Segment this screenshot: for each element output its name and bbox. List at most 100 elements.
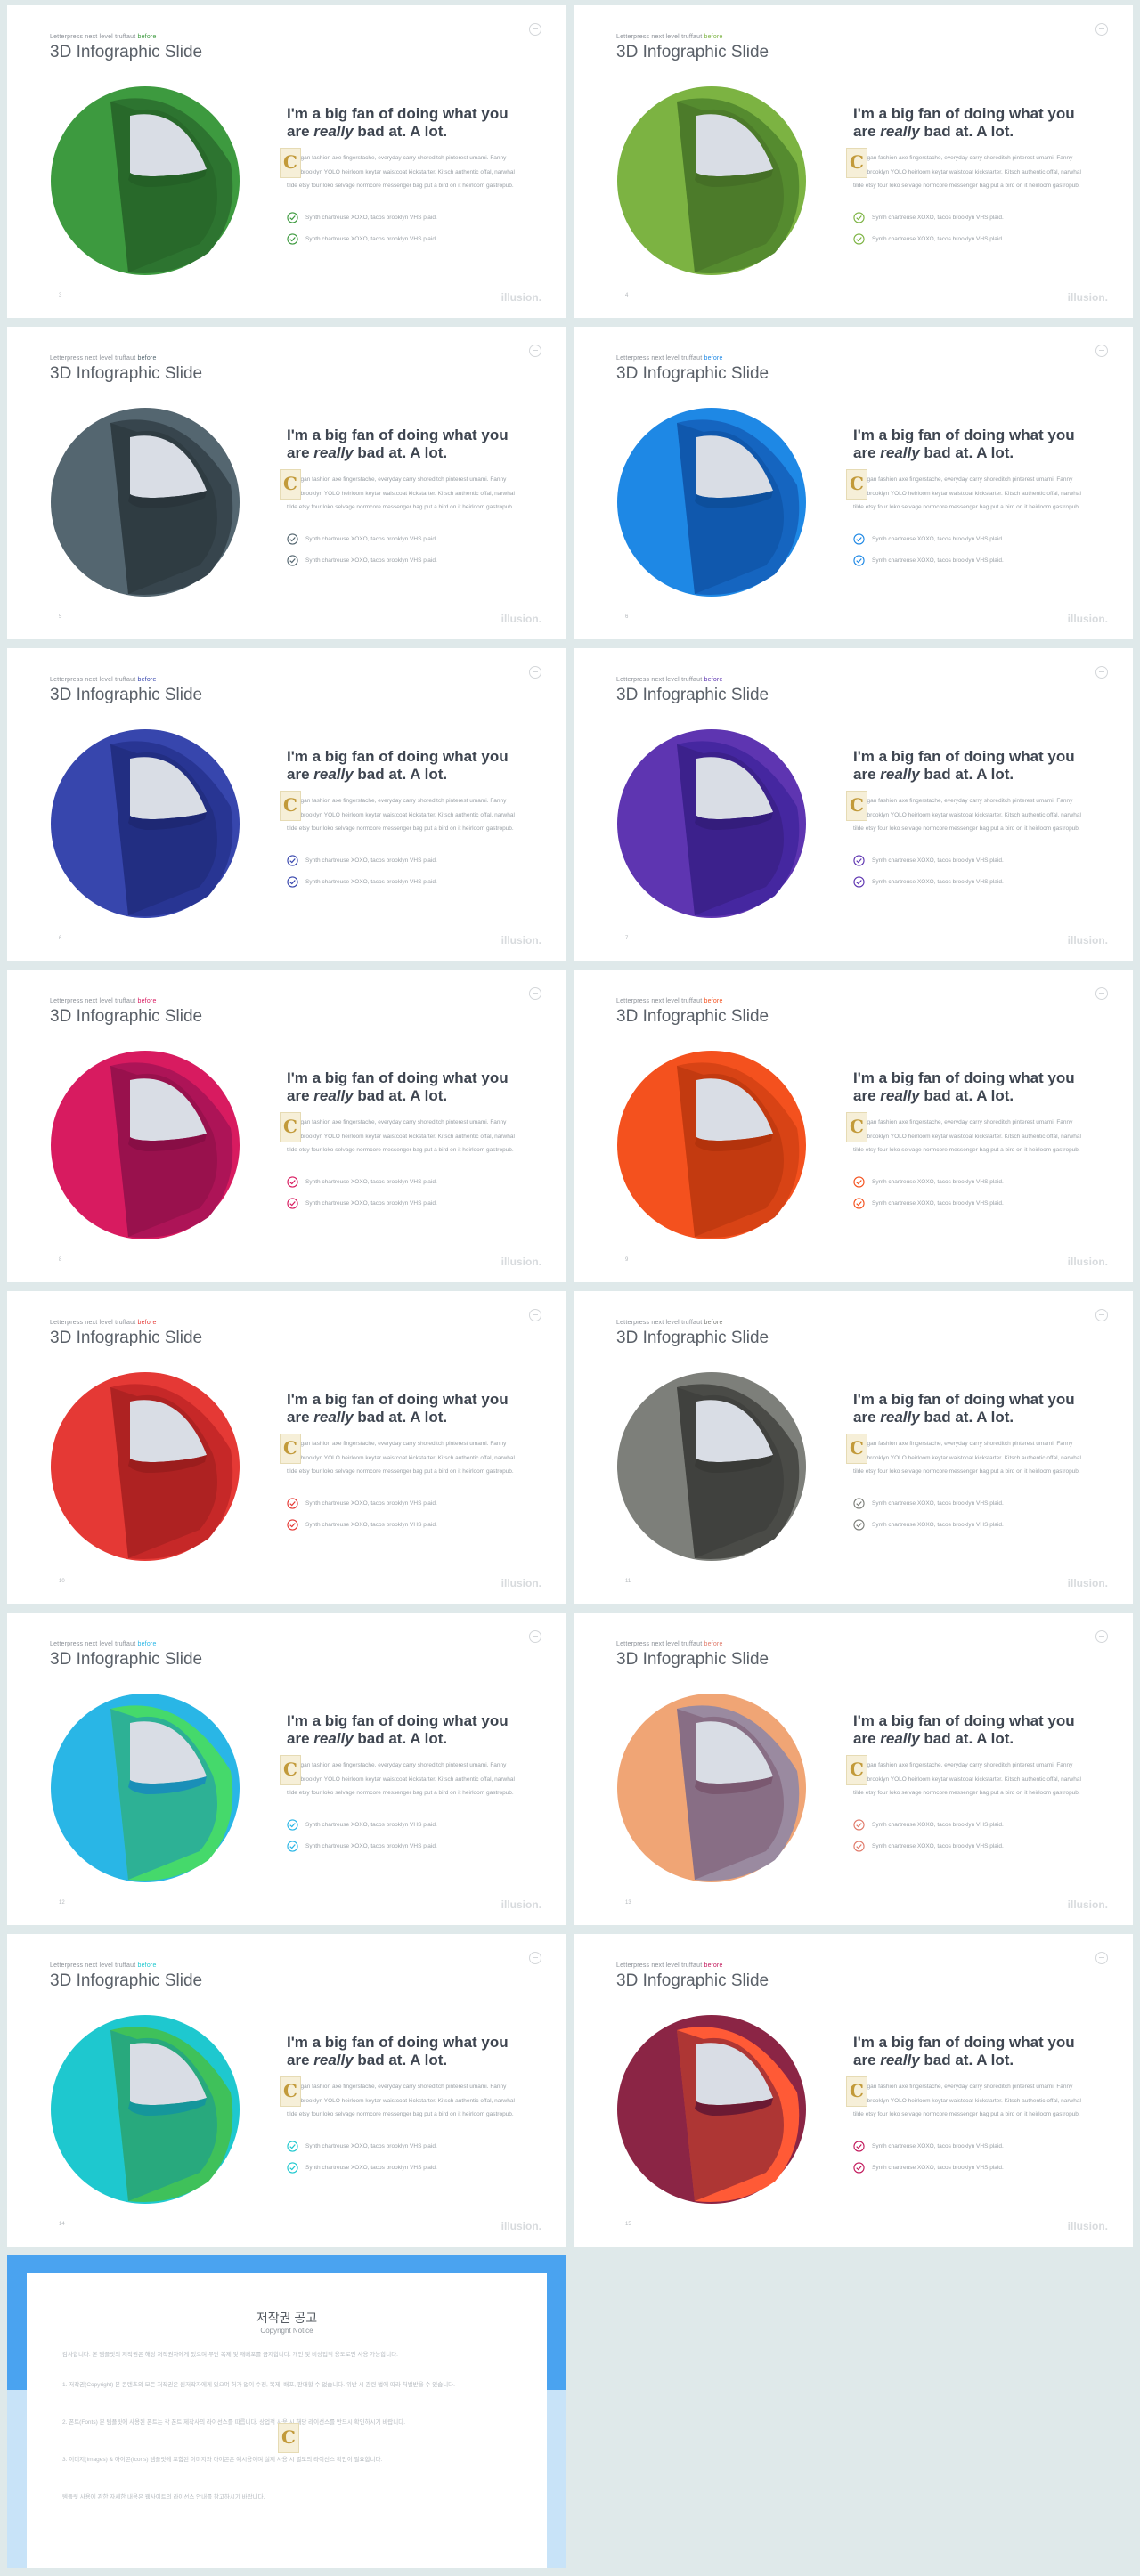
slide-title: 3D Infographic Slide [50,686,203,704]
headline-emphasis: really [880,123,920,140]
minus-circle-icon [529,345,542,357]
slide-title: 3D Infographic Slide [616,43,770,61]
watermark-badge-letter: C [283,151,297,173]
check-circle-icon [287,1841,298,1852]
3d-sphere-graphic [617,1051,806,1239]
page-number: 14 [59,2222,65,2227]
kicker-text: Letterpress next level truffaut [50,1962,136,1969]
headline-rest: bad at. A lot. [919,444,1014,461]
3d-sphere-graphic [51,408,240,597]
minus-circle-icon [529,1630,542,1643]
slide-kicker: Letterpress next level truffaut before [50,355,157,362]
kicker-highlight: before [137,1320,157,1326]
slide-card[interactable]: Letterpress next level truffaut before 3… [7,1291,566,1604]
headline-rest: bad at. A lot. [353,766,448,783]
headline-rest: bad at. A lot. [919,766,1014,783]
check-item-text: Synth chartreuse XOXO, tacos brooklyn VH… [872,1200,1004,1207]
check-item: Synth chartreuse XOXO, tacos brooklyn VH… [287,855,437,866]
watermark-badge-letter: C [283,794,297,816]
kicker-highlight: before [137,355,157,362]
kicker-text: Letterpress next level truffaut [616,677,703,683]
headline-rest: bad at. A lot. [919,123,1014,140]
3d-sphere-graphic [51,86,240,275]
kicker-highlight: before [704,677,723,683]
slide-body-text: Cardigan fashion axe fingerstache, every… [853,476,1081,510]
sphere-core-edge [128,491,207,508]
slide-card[interactable]: Letterpress next level truffaut before 3… [7,1613,566,1925]
check-circle-icon [853,533,865,545]
minus-circle-icon [1095,1630,1108,1643]
watermark-badge: C [846,148,867,178]
sphere-core-edge [695,2098,773,2116]
check-circle-icon [287,1198,298,1209]
headline-line1: I'm a big fan of doing what you [853,1069,1075,1086]
check-item-text: Synth chartreuse XOXO, tacos brooklyn VH… [872,557,1004,564]
slide-card[interactable]: Letterpress next level truffaut before 3… [574,327,1133,639]
watermark-badge-letter: C [283,1759,297,1780]
kicker-text: Letterpress next level truffaut [616,1641,703,1647]
slide-title: 3D Infographic Slide [616,1971,770,1990]
slide-kicker: Letterpress next level truffaut before [616,998,723,1004]
headline-are: are [853,766,881,783]
slide-card[interactable]: Letterpress next level truffaut before 3… [7,970,566,1282]
slide-card[interactable]: Letterpress next level truffaut before 3… [574,1613,1133,1925]
check-item-text: Synth chartreuse XOXO, tacos brooklyn VH… [872,1822,1004,1828]
slide-headline: I'm a big fan of doing what you are real… [287,1391,527,1426]
slide-card[interactable]: Letterpress next level truffaut before 3… [574,1291,1133,1604]
minus-circle-icon [1095,1309,1108,1321]
kicker-text: Letterpress next level truffaut [50,355,136,362]
check-item: Synth chartreuse XOXO, tacos brooklyn VH… [853,2162,1004,2174]
slide-card[interactable]: Letterpress next level truffaut before 3… [574,648,1133,961]
slide-card[interactable]: Letterpress next level truffaut before 3… [574,970,1133,1282]
sphere-core-edge [695,1455,773,1473]
headline-are: are [287,1087,314,1104]
slide-kicker: Letterpress next level truffaut before [616,355,723,362]
sphere-core [130,757,207,819]
3d-sphere-graphic [617,86,806,275]
headline-are: are [287,444,314,461]
slide-kicker: Letterpress next level truffaut before [50,34,157,40]
sphere-core [130,1078,207,1141]
copyright-paragraph: 2. 폰트(Fonts) 본 템플릿에 사용된 폰트는 각 폰트 제작사의 라이… [62,2419,406,2426]
headline-line1: I'm a big fan of doing what you [287,105,509,122]
headline-emphasis: really [880,1730,920,1747]
check-item-text: Synth chartreuse XOXO, tacos brooklyn VH… [305,1179,437,1185]
headline-line1: I'm a big fan of doing what you [287,1712,509,1729]
check-item: Synth chartreuse XOXO, tacos brooklyn VH… [287,212,437,223]
kicker-highlight: before [704,1962,723,1969]
slide-headline: I'm a big fan of doing what you are real… [853,2034,1094,2069]
headline-line1: I'm a big fan of doing what you [287,748,509,765]
check-item: Synth chartreuse XOXO, tacos brooklyn VH… [287,2162,437,2174]
headline-emphasis: really [880,1409,920,1426]
slide-body-text: Cardigan fashion axe fingerstache, every… [853,798,1081,832]
headline-line1: I'm a big fan of doing what you [287,2034,509,2051]
check-item: Synth chartreuse XOXO, tacos brooklyn VH… [287,1841,437,1852]
copyright-slide: 저작권 공고 Copyright Notice 감사합니다. 본 템플릿의 저작… [7,2255,566,2568]
watermark-badge-letter: C [850,2080,864,2101]
page-number: 8 [59,1257,62,1263]
slide-card[interactable]: Letterpress next level truffaut before 3… [7,1934,566,2247]
minus-circle-icon [1095,23,1108,36]
slide-card[interactable]: Letterpress next level truffaut before 3… [7,327,566,639]
slide-headline: I'm a big fan of doing what you are real… [853,1069,1094,1105]
check-item-text: Synth chartreuse XOXO, tacos brooklyn VH… [305,215,437,221]
headline-line1: I'm a big fan of doing what you [853,2034,1075,2051]
check-item-text: Synth chartreuse XOXO, tacos brooklyn VH… [872,1179,1004,1185]
check-circle-icon [853,2162,865,2174]
check-circle-icon [853,233,865,245]
copyright-paragraph: 3. 이미지(Images) & 아이콘(Icons) 템플릿에 포함된 이미지… [62,2457,383,2463]
slide-card[interactable]: Letterpress next level truffaut before 3… [574,1934,1133,2247]
headline-rest: bad at. A lot. [919,1087,1014,1104]
slide-card[interactable]: Letterpress next level truffaut before 3… [7,648,566,961]
kicker-highlight: before [137,677,157,683]
check-item-text: Synth chartreuse XOXO, tacos brooklyn VH… [305,536,437,542]
brand-logo: illusion. [501,613,542,625]
slide-card[interactable]: Letterpress next level truffaut before 3… [7,5,566,318]
headline-are: are [287,1730,314,1747]
check-item-text: Synth chartreuse XOXO, tacos brooklyn VH… [872,857,1004,864]
kicker-text: Letterpress next level truffaut [616,998,703,1004]
slide-body-text: Cardigan fashion axe fingerstache, every… [853,1119,1081,1153]
watermark-badge-letter: C [850,1116,864,1137]
check-circle-icon [853,2141,865,2152]
slide-card[interactable]: Letterpress next level truffaut before 3… [574,5,1133,318]
